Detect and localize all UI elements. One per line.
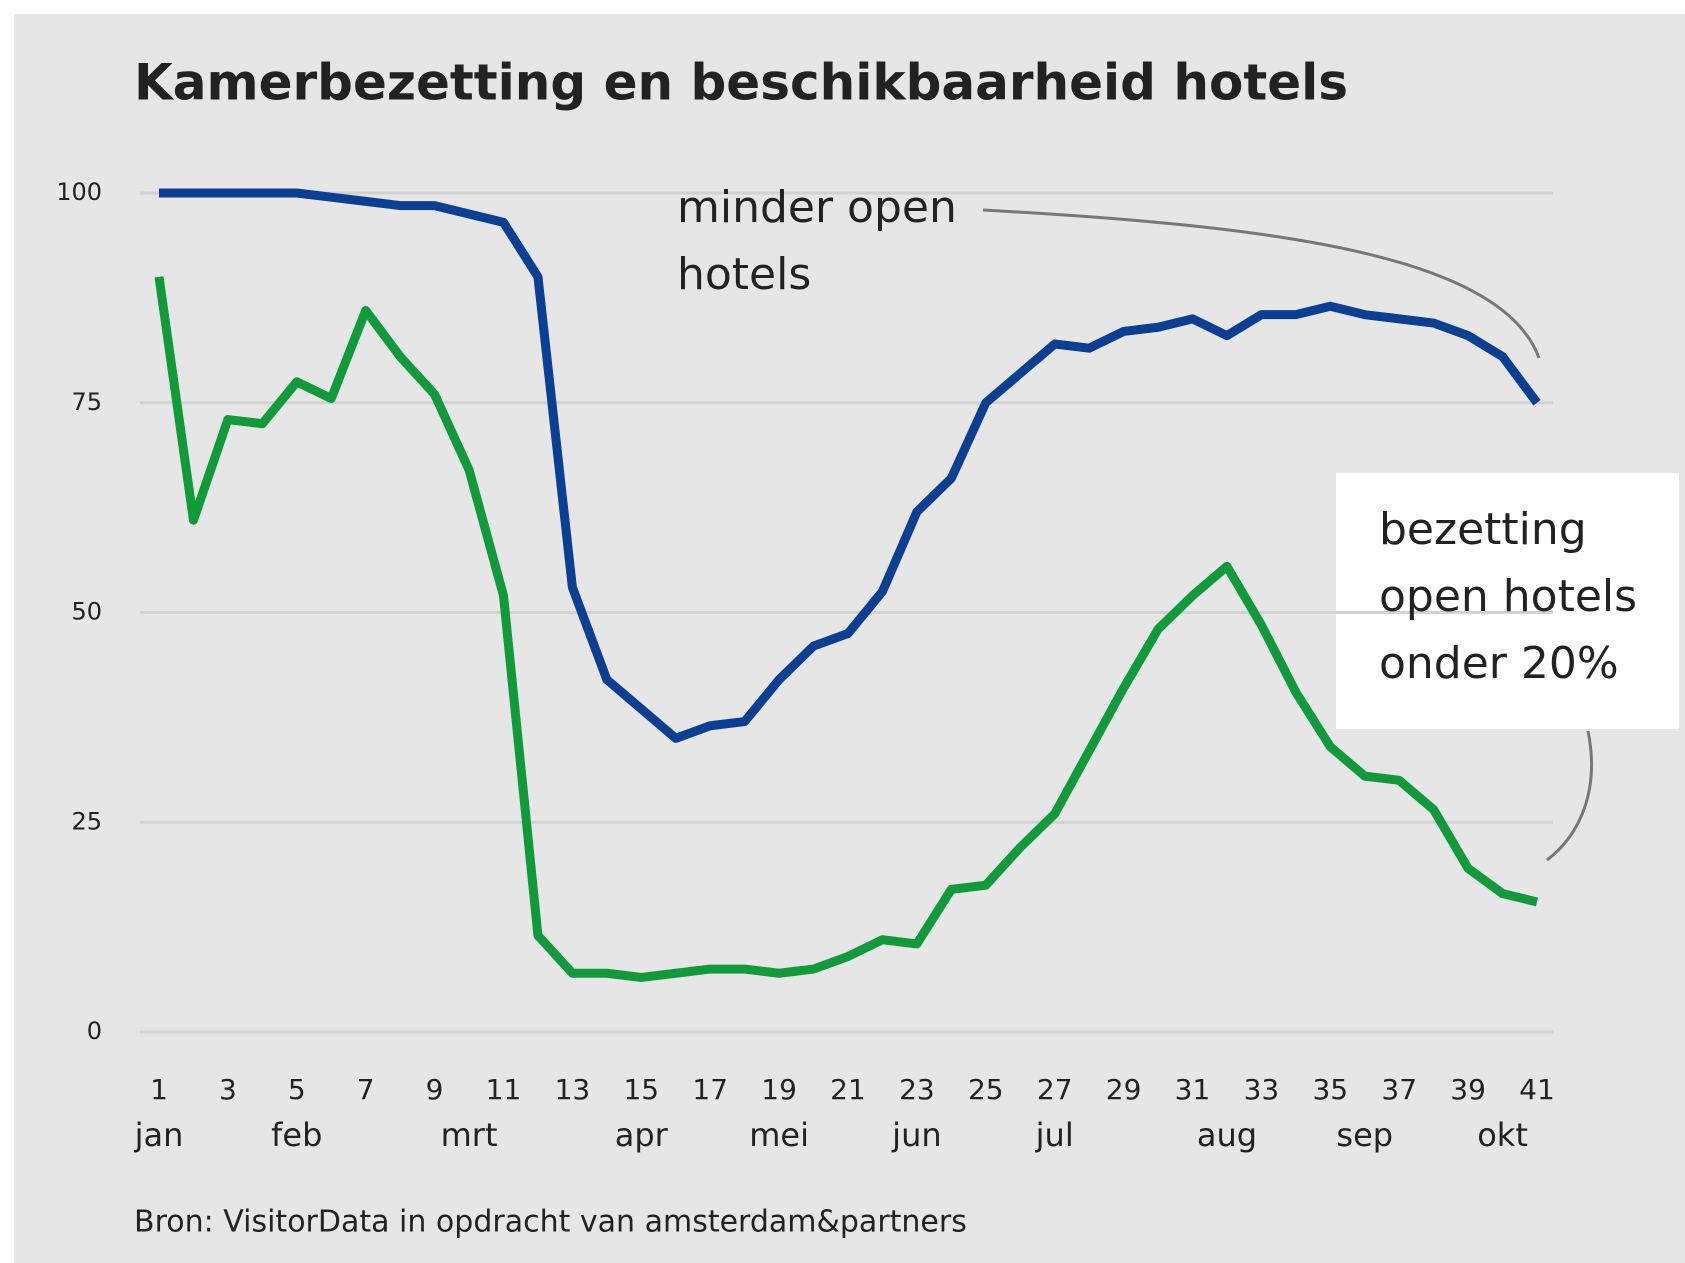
y-tick-label: 50 xyxy=(71,598,102,626)
month-label: sep xyxy=(1336,1116,1393,1154)
x-tick-label: 7 xyxy=(357,1073,375,1106)
y-tick-label: 100 xyxy=(56,178,102,206)
month-label: feb xyxy=(271,1116,322,1154)
x-tick-label: 23 xyxy=(899,1073,935,1106)
x-tick-label: 31 xyxy=(1175,1073,1211,1106)
x-tick-label: 19 xyxy=(761,1073,797,1106)
x-tick-label: 41 xyxy=(1519,1073,1555,1106)
month-label: okt xyxy=(1477,1116,1528,1154)
x-tick-label: 27 xyxy=(1037,1073,1073,1106)
x-tick-label: 9 xyxy=(426,1073,444,1106)
month-label: jan xyxy=(134,1116,184,1154)
x-tick-label: 33 xyxy=(1244,1073,1280,1106)
x-tick-label: 15 xyxy=(623,1073,659,1106)
annotation: minder open xyxy=(677,182,957,233)
x-tick-label: 3 xyxy=(219,1073,237,1106)
series-line xyxy=(154,276,1539,982)
annotation-arrow xyxy=(1546,730,1593,862)
chart-title: Kamerbezetting en beschikbaarheid hotels xyxy=(134,54,1348,112)
month-label: mrt xyxy=(441,1116,498,1154)
x-tick-label: 39 xyxy=(1450,1073,1486,1106)
source: Bron: VisitorData in opdracht van amster… xyxy=(134,1205,967,1240)
month-label: aug xyxy=(1197,1116,1257,1154)
x-tick-label: 29 xyxy=(1106,1073,1142,1106)
x-tick-label: 1 xyxy=(150,1073,168,1106)
annotation-box xyxy=(1336,473,1679,729)
x-tick-label: 13 xyxy=(555,1073,591,1106)
month-label: mei xyxy=(749,1116,809,1154)
annotation: hotels xyxy=(677,249,811,300)
annotation-arrow xyxy=(982,208,1541,359)
annotation: bezetting xyxy=(1379,504,1587,555)
month-label: apr xyxy=(615,1116,669,1154)
x-tick-label: 37 xyxy=(1381,1073,1417,1106)
x-tick-label: 5 xyxy=(288,1073,306,1106)
x-tick-label: 25 xyxy=(968,1073,1004,1106)
y-tick-label: 0 xyxy=(87,1017,102,1045)
x-tick-label: 35 xyxy=(1312,1073,1348,1106)
x-tick-label: 11 xyxy=(486,1073,522,1106)
annotation: onder 20% xyxy=(1379,638,1619,689)
series-line xyxy=(159,188,1541,743)
month-label: jul xyxy=(1035,1116,1074,1154)
y-tick-label: 25 xyxy=(71,807,102,835)
x-tick-label: 21 xyxy=(830,1073,866,1106)
month-label: jun xyxy=(891,1116,941,1154)
annotation: open hotels xyxy=(1379,571,1637,622)
y-tick-label: 75 xyxy=(71,388,102,416)
x-tick-label: 17 xyxy=(692,1073,728,1106)
